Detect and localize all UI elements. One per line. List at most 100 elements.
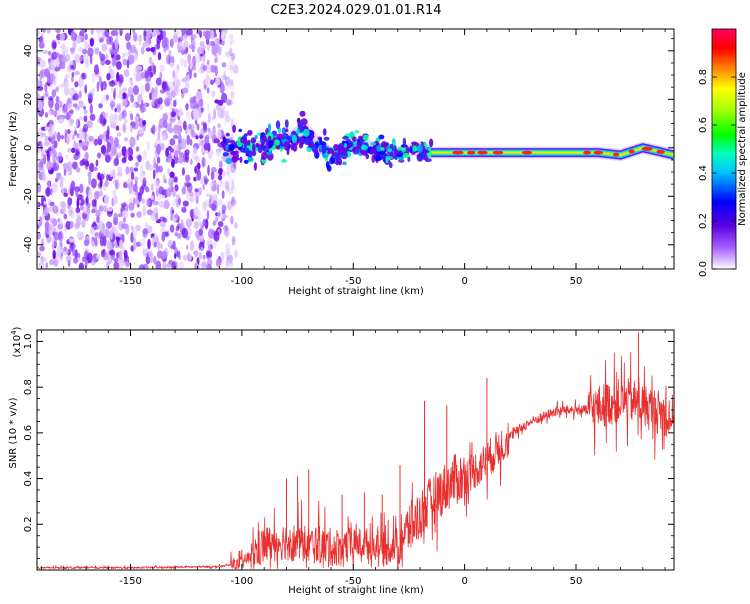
signal-blob [272,144,276,150]
noise-speck [192,214,196,220]
noise-speck [191,151,198,160]
noise-speck [234,222,238,229]
noise-speck [67,197,73,206]
noise-speck [87,47,94,57]
noise-speck [150,194,154,201]
noise-speck [222,170,226,178]
snr-x-tick-label: -100 [231,576,254,587]
noise-speck [147,67,151,76]
noise-speck [109,249,115,256]
signal-blob [254,134,258,140]
spectrogram-frame [36,28,675,270]
noise-speck [230,53,237,58]
noise-speck [173,99,177,107]
noise-speck [107,206,113,212]
noise-speck [113,157,119,167]
noise-speck [52,42,57,49]
noise-speck [89,103,93,115]
noise-speck [132,85,139,96]
noise-speck [87,92,94,100]
noise-speck [37,232,41,240]
noise-speck [162,261,167,269]
noise-speck [66,111,70,121]
signal-blob [321,144,327,154]
noise-speck [221,92,228,104]
noise-speck [119,30,123,36]
noise-speck [231,199,238,207]
signal-blob [230,150,236,155]
noise-speck [150,46,155,53]
noise-speck [86,202,91,209]
noise-speck [63,192,69,197]
noise-speck [72,103,78,108]
noise-speck [110,87,114,93]
noise-speck [198,242,202,250]
noise-speck [130,171,135,181]
noise-speck [138,264,145,269]
noise-speck [81,220,86,228]
noise-speck [153,98,161,109]
signal-blob [359,139,364,144]
noise-speck [90,227,95,234]
noise-speck [217,45,222,56]
colorbar-tick-label: 0.6 [698,117,709,133]
noise-speck [79,160,85,167]
noise-region [37,29,239,269]
noise-speck [104,194,110,205]
noise-speck [90,29,94,35]
noise-speck [228,204,235,215]
noise-speck [196,123,200,131]
noise-speck [116,132,122,137]
noise-speck [223,232,228,240]
noise-speck [45,262,48,269]
noise-speck [202,64,208,72]
noise-speck [228,261,234,268]
spectrogram-y-label: Frequency (Hz) [8,111,19,187]
noise-speck [217,199,223,206]
noise-speck [231,179,235,190]
signal-blob [338,157,343,166]
noise-speck [133,71,137,77]
noise-speck [170,206,175,218]
noise-speck [183,254,188,261]
noise-speck [95,159,99,167]
noise-speck [206,250,213,258]
noise-speck [111,225,116,234]
noise-speck [71,147,76,153]
noise-speck [199,234,204,242]
noise-speck [122,58,128,66]
noise-speck [186,191,190,200]
signal-blob [243,159,249,164]
noise-speck [44,175,48,185]
noise-speck [203,123,208,133]
noise-speck [230,219,234,228]
noise-speck [106,174,109,181]
snr-scale-exponent: 4 [10,330,18,335]
noise-speck [73,130,78,136]
noise-speck [215,216,218,221]
noise-speck [173,176,178,183]
noise-speck [113,114,120,124]
noise-speck [189,191,194,198]
noise-speck [145,198,151,208]
noise-speck [220,213,226,219]
signal-blob [323,136,330,141]
signal-blob [391,138,396,146]
signal-blob [400,144,408,148]
signal-blob [247,139,251,145]
noise-speck [114,107,117,113]
snr-scale-suffix: ) [12,326,23,330]
noise-speck [225,243,231,251]
noise-speck [133,176,139,182]
noise-speck [117,94,123,99]
noise-speck [124,118,128,124]
noise-speck [64,46,69,54]
noise-speck [158,123,161,134]
noise-speck [116,71,120,82]
snr-panel: -150 -100 -50 0 50 0.2 0.4 0.6 0.8 1.0 Height of… [8,326,675,596]
noise-speck [129,136,136,148]
noise-speck [169,224,175,233]
noise-speck [128,79,133,84]
